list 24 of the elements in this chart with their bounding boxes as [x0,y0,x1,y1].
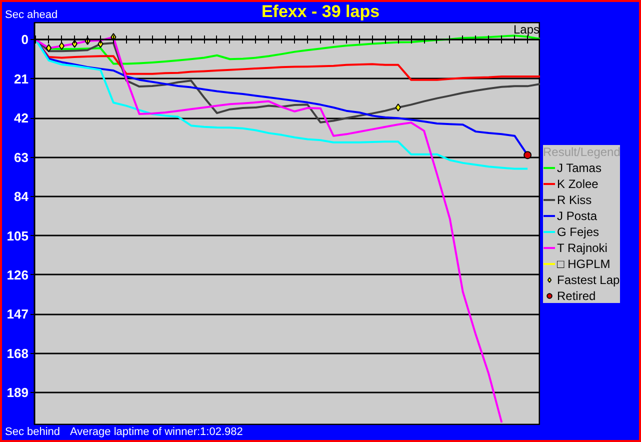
chart-title: Efexx - 39 laps [261,2,380,21]
y-tick-label: 84 [14,189,30,204]
text: Average laptime of winner:1:02.982 [70,425,243,439]
text: Sec behind [5,425,60,439]
y-tick-label: 105 [6,228,29,244]
legend-label: G Fejes [557,224,600,238]
legend-label: □ HGPLM [557,256,610,270]
y-tick-label: 21 [14,71,29,86]
legend-label: Fastest Lap [557,272,620,286]
legend-label: J Posta [557,208,598,222]
y-tick-label: 168 [6,346,29,361]
legend-label: J Tamas [557,160,602,174]
legend-label: K Zolee [557,176,598,190]
legend-label: R Kiss [557,192,592,206]
y-tick-label: 42 [14,110,29,126]
y-tick-label: 0 [21,32,29,48]
legend-label: Retired [557,288,596,302]
legend-label: T Rajnoki [557,240,608,254]
y-tick-label: 189 [6,385,29,400]
x-axis-title: Laps [513,22,540,37]
y-tick-label: 63 [14,150,29,165]
text: Sec ahead [5,8,58,22]
y-tick-label: 147 [6,306,29,322]
y-tick-label: 126 [6,267,29,282]
